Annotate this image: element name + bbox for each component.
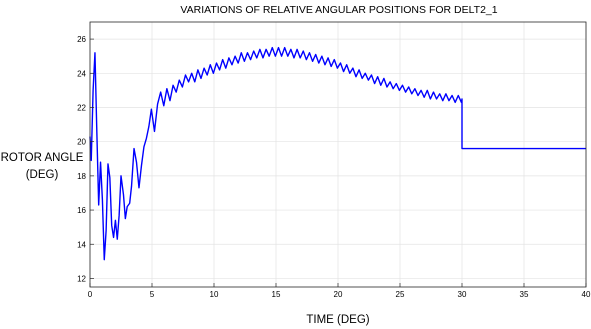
y-tick-label: 14 [77, 240, 86, 249]
axis-ticks: 0 5 10 15 20 25 30 35 40 12 14 16 18 20 22 24 26 [77, 35, 591, 299]
x-tick-label: 20 [334, 290, 343, 299]
chart-title: VARIATIONS OF RELATIVE ANGULAR POSITIONS… [180, 4, 497, 16]
x-tick-label: 15 [272, 290, 281, 299]
rotor-angle-series-line [89, 46, 586, 261]
y-tick-label: 12 [77, 274, 86, 283]
series-line-group [89, 46, 586, 261]
y-tick-label: 18 [77, 172, 86, 181]
x-axis-label: TIME (DEG) [306, 314, 369, 326]
y-tick-label: 20 [77, 138, 86, 147]
y-axis-label-line1: ROTOR ANGLE [1, 152, 84, 164]
y-axis-label-line2: (DEG) [26, 169, 59, 181]
y-tick-label: 22 [77, 103, 86, 112]
y-tick-label: 16 [77, 206, 86, 215]
x-tick-label: 5 [150, 290, 155, 299]
x-tick-label: 30 [458, 290, 467, 299]
x-tick-label: 0 [88, 290, 93, 299]
x-tick-label: 35 [520, 290, 529, 299]
y-tick-label: 24 [77, 69, 86, 78]
x-tick-label: 25 [396, 290, 405, 299]
y-tick-label: 26 [77, 35, 86, 44]
x-tick-label: 10 [210, 290, 219, 299]
x-tick-label: 40 [582, 290, 591, 299]
